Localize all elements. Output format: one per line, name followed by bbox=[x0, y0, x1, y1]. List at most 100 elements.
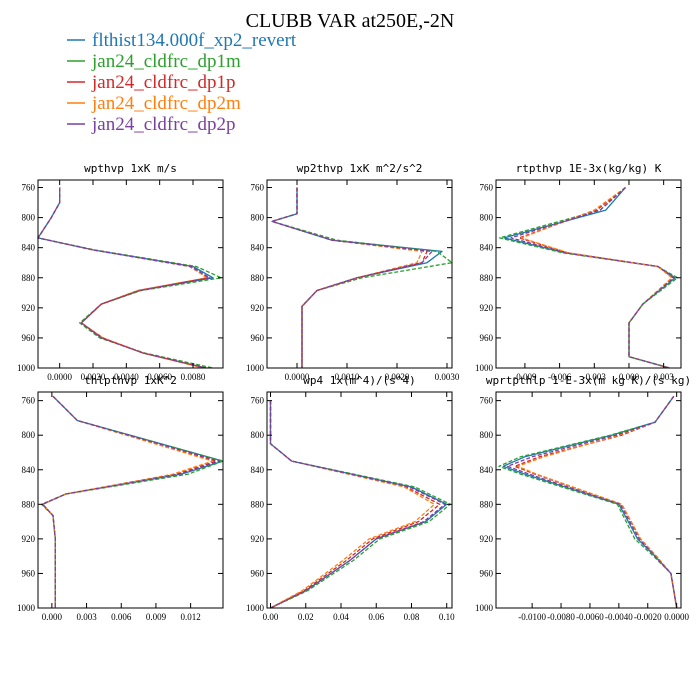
series-line-flthist134.000f_xp2_revert bbox=[41, 395, 224, 608]
x-tick-label: 0.02 bbox=[298, 612, 314, 622]
x-tick-label: 0.0020 bbox=[81, 372, 106, 382]
y-tick-label: 840 bbox=[480, 243, 494, 253]
series-line-flthist134.000f_xp2_revert bbox=[502, 395, 678, 609]
x-tick-label: 0.06 bbox=[368, 612, 384, 622]
series-line-jan24_cldfrc_dp1m bbox=[498, 187, 679, 369]
x-tick-label: 0.0080 bbox=[181, 372, 206, 382]
y-tick-label: 960 bbox=[22, 568, 36, 578]
series-line-flthist134.000f_xp2_revert bbox=[269, 400, 448, 609]
y-tick-label: 880 bbox=[251, 273, 265, 283]
y-tick-label: 760 bbox=[22, 396, 36, 406]
x-tick-label: 0.003 bbox=[654, 372, 675, 382]
x-tick-label: 0.0000 bbox=[47, 372, 72, 382]
y-tick-label: 920 bbox=[251, 303, 265, 313]
series-line-jan24_cldfrc_dp2m bbox=[269, 400, 436, 609]
y-tick-label: 760 bbox=[251, 396, 265, 406]
legend-entry: jan24_cldfrc_dp2p bbox=[91, 114, 236, 135]
series-line-jan24_cldfrc_dp1m bbox=[269, 400, 451, 609]
y-tick-label: 920 bbox=[22, 534, 36, 544]
x-tick-label: 0.0040 bbox=[114, 372, 139, 382]
series-line-jan24_cldfrc_dp2m bbox=[520, 186, 673, 369]
legend-entry: jan24_cldfrc_dp1p bbox=[91, 72, 236, 93]
panel-4: thlpthvp 1xK^2 760 800 840 880 920 960 1000 0.00… bbox=[17, 374, 224, 622]
y-tick-label: 880 bbox=[251, 499, 265, 509]
x-tick-label: 0.00 bbox=[263, 612, 279, 622]
x-tick-label: -0.006 bbox=[548, 372, 572, 382]
x-tick-label: -0.0080 bbox=[547, 612, 575, 622]
x-tick-label: 0.10 bbox=[439, 612, 455, 622]
x-tick-label: -0.0020 bbox=[634, 612, 662, 622]
series-line-jan24_cldfrc_dp2p bbox=[510, 187, 675, 369]
panel-frame bbox=[37, 391, 224, 609]
y-tick-label: 880 bbox=[480, 499, 494, 509]
series-line-jan24_cldfrc_dp2p bbox=[506, 395, 678, 609]
y-tick-label: 800 bbox=[251, 213, 265, 223]
x-tick-label: -0.009 bbox=[513, 372, 537, 382]
panels: wpthvp 1xK m/s76080084088092096010000.00… bbox=[17, 162, 691, 622]
series-line-jan24_cldfrc_dp1m bbox=[271, 187, 453, 368]
panel-title: wpthvp 1xK m/s bbox=[84, 162, 177, 175]
panel-frame bbox=[266, 179, 453, 369]
y-tick-label: 800 bbox=[480, 430, 494, 440]
series-line-jan24_cldfrc_dp1m bbox=[498, 395, 678, 609]
y-tick-label: 800 bbox=[22, 213, 36, 223]
y-tick-label: 1000 bbox=[246, 603, 265, 613]
panel-title: wprtpthlp 1-E-3x(m kg K)/(s kg) bbox=[486, 374, 691, 387]
y-tick-label: 960 bbox=[480, 333, 494, 343]
x-tick-label: 0.009 bbox=[146, 612, 167, 622]
legend-entry: flthist134.000f_xp2_revert bbox=[92, 30, 297, 51]
y-tick-label: 920 bbox=[480, 303, 494, 313]
x-tick-label: 0.0000 bbox=[664, 612, 689, 622]
series-line-jan24_cldfrc_dp2p bbox=[37, 187, 211, 369]
y-tick-label: 840 bbox=[22, 243, 36, 253]
panel-6: wprtpthlp 1-E-3x(m kg K)/(s kg) 760 800 840… bbox=[475, 374, 691, 622]
series-line-jan24_cldfrc_dp2p bbox=[41, 395, 221, 608]
x-tick-label: 0.000 bbox=[42, 612, 63, 622]
figure-title: CLUBB VAR at250E,-2N bbox=[246, 10, 455, 32]
series-line-jan24_cldfrc_dp1p bbox=[37, 187, 209, 369]
x-tick-label: 0.0020 bbox=[385, 372, 410, 382]
y-tick-label: 800 bbox=[22, 430, 36, 440]
series-line-jan24_cldfrc_dp2m bbox=[41, 395, 214, 608]
y-tick-label: 880 bbox=[22, 499, 36, 509]
y-tick-label: 1000 bbox=[246, 363, 265, 373]
y-tick-label: 840 bbox=[480, 465, 494, 475]
x-tick-label: 0.08 bbox=[404, 612, 420, 622]
x-tick-label: -0.0100 bbox=[518, 612, 546, 622]
y-tick-label: 800 bbox=[251, 430, 265, 440]
legend: flthist134.000f_xp2_revert jan24_cldfrc_d… bbox=[67, 30, 297, 135]
panel-1: wpthvp 1xK m/s 760 800 840 880 920 960 1000 0.00… bbox=[17, 162, 224, 382]
y-tick-label: 920 bbox=[22, 303, 36, 313]
series-line-jan24_cldfrc_dp1p bbox=[518, 186, 674, 369]
panel-title: thlpthvp 1xK^2 bbox=[84, 374, 177, 387]
y-tick-label: 960 bbox=[251, 333, 265, 343]
y-tick-label: 960 bbox=[22, 333, 36, 343]
y-tick-label: 960 bbox=[480, 568, 494, 578]
y-tick-label: 880 bbox=[22, 273, 36, 283]
series-line-jan24_cldfrc_dp2m bbox=[37, 187, 207, 369]
y-tick-label: 1000 bbox=[475, 363, 494, 373]
y-tick-label: 840 bbox=[251, 465, 265, 475]
panel-title: wp2thvp 1xK m^2/s^2 bbox=[297, 162, 423, 175]
series-line-jan24_cldfrc_dp1p bbox=[41, 395, 217, 608]
y-tick-label: 1000 bbox=[475, 603, 494, 613]
y-tick-label: 840 bbox=[22, 465, 36, 475]
panel-title: rtpthvp 1E-3x(kg/kg) K bbox=[516, 162, 662, 175]
y-tick-label: 760 bbox=[22, 183, 36, 193]
series-line-jan24_cldfrc_dp1m bbox=[40, 395, 224, 608]
series-line-flthist134.000f_xp2_revert bbox=[37, 187, 214, 369]
y-tick-label: 1000 bbox=[17, 363, 36, 373]
y-tick-label: 760 bbox=[480, 183, 494, 193]
x-tick-label: 0.0000 bbox=[285, 372, 310, 382]
series-line-jan24_cldfrc_dp1p bbox=[269, 400, 441, 609]
y-tick-label: 960 bbox=[251, 568, 265, 578]
x-tick-label: -0.0060 bbox=[576, 612, 604, 622]
y-tick-label: 880 bbox=[480, 273, 494, 283]
legend-entry: jan24_cldfrc_dp2m bbox=[91, 93, 241, 114]
y-tick-label: 1000 bbox=[17, 603, 36, 613]
x-tick-label: 0.003 bbox=[76, 612, 97, 622]
x-tick-label: 0.000 bbox=[619, 372, 640, 382]
panel-frame bbox=[495, 179, 682, 369]
series-line-jan24_cldfrc_dp1p bbox=[514, 395, 678, 609]
